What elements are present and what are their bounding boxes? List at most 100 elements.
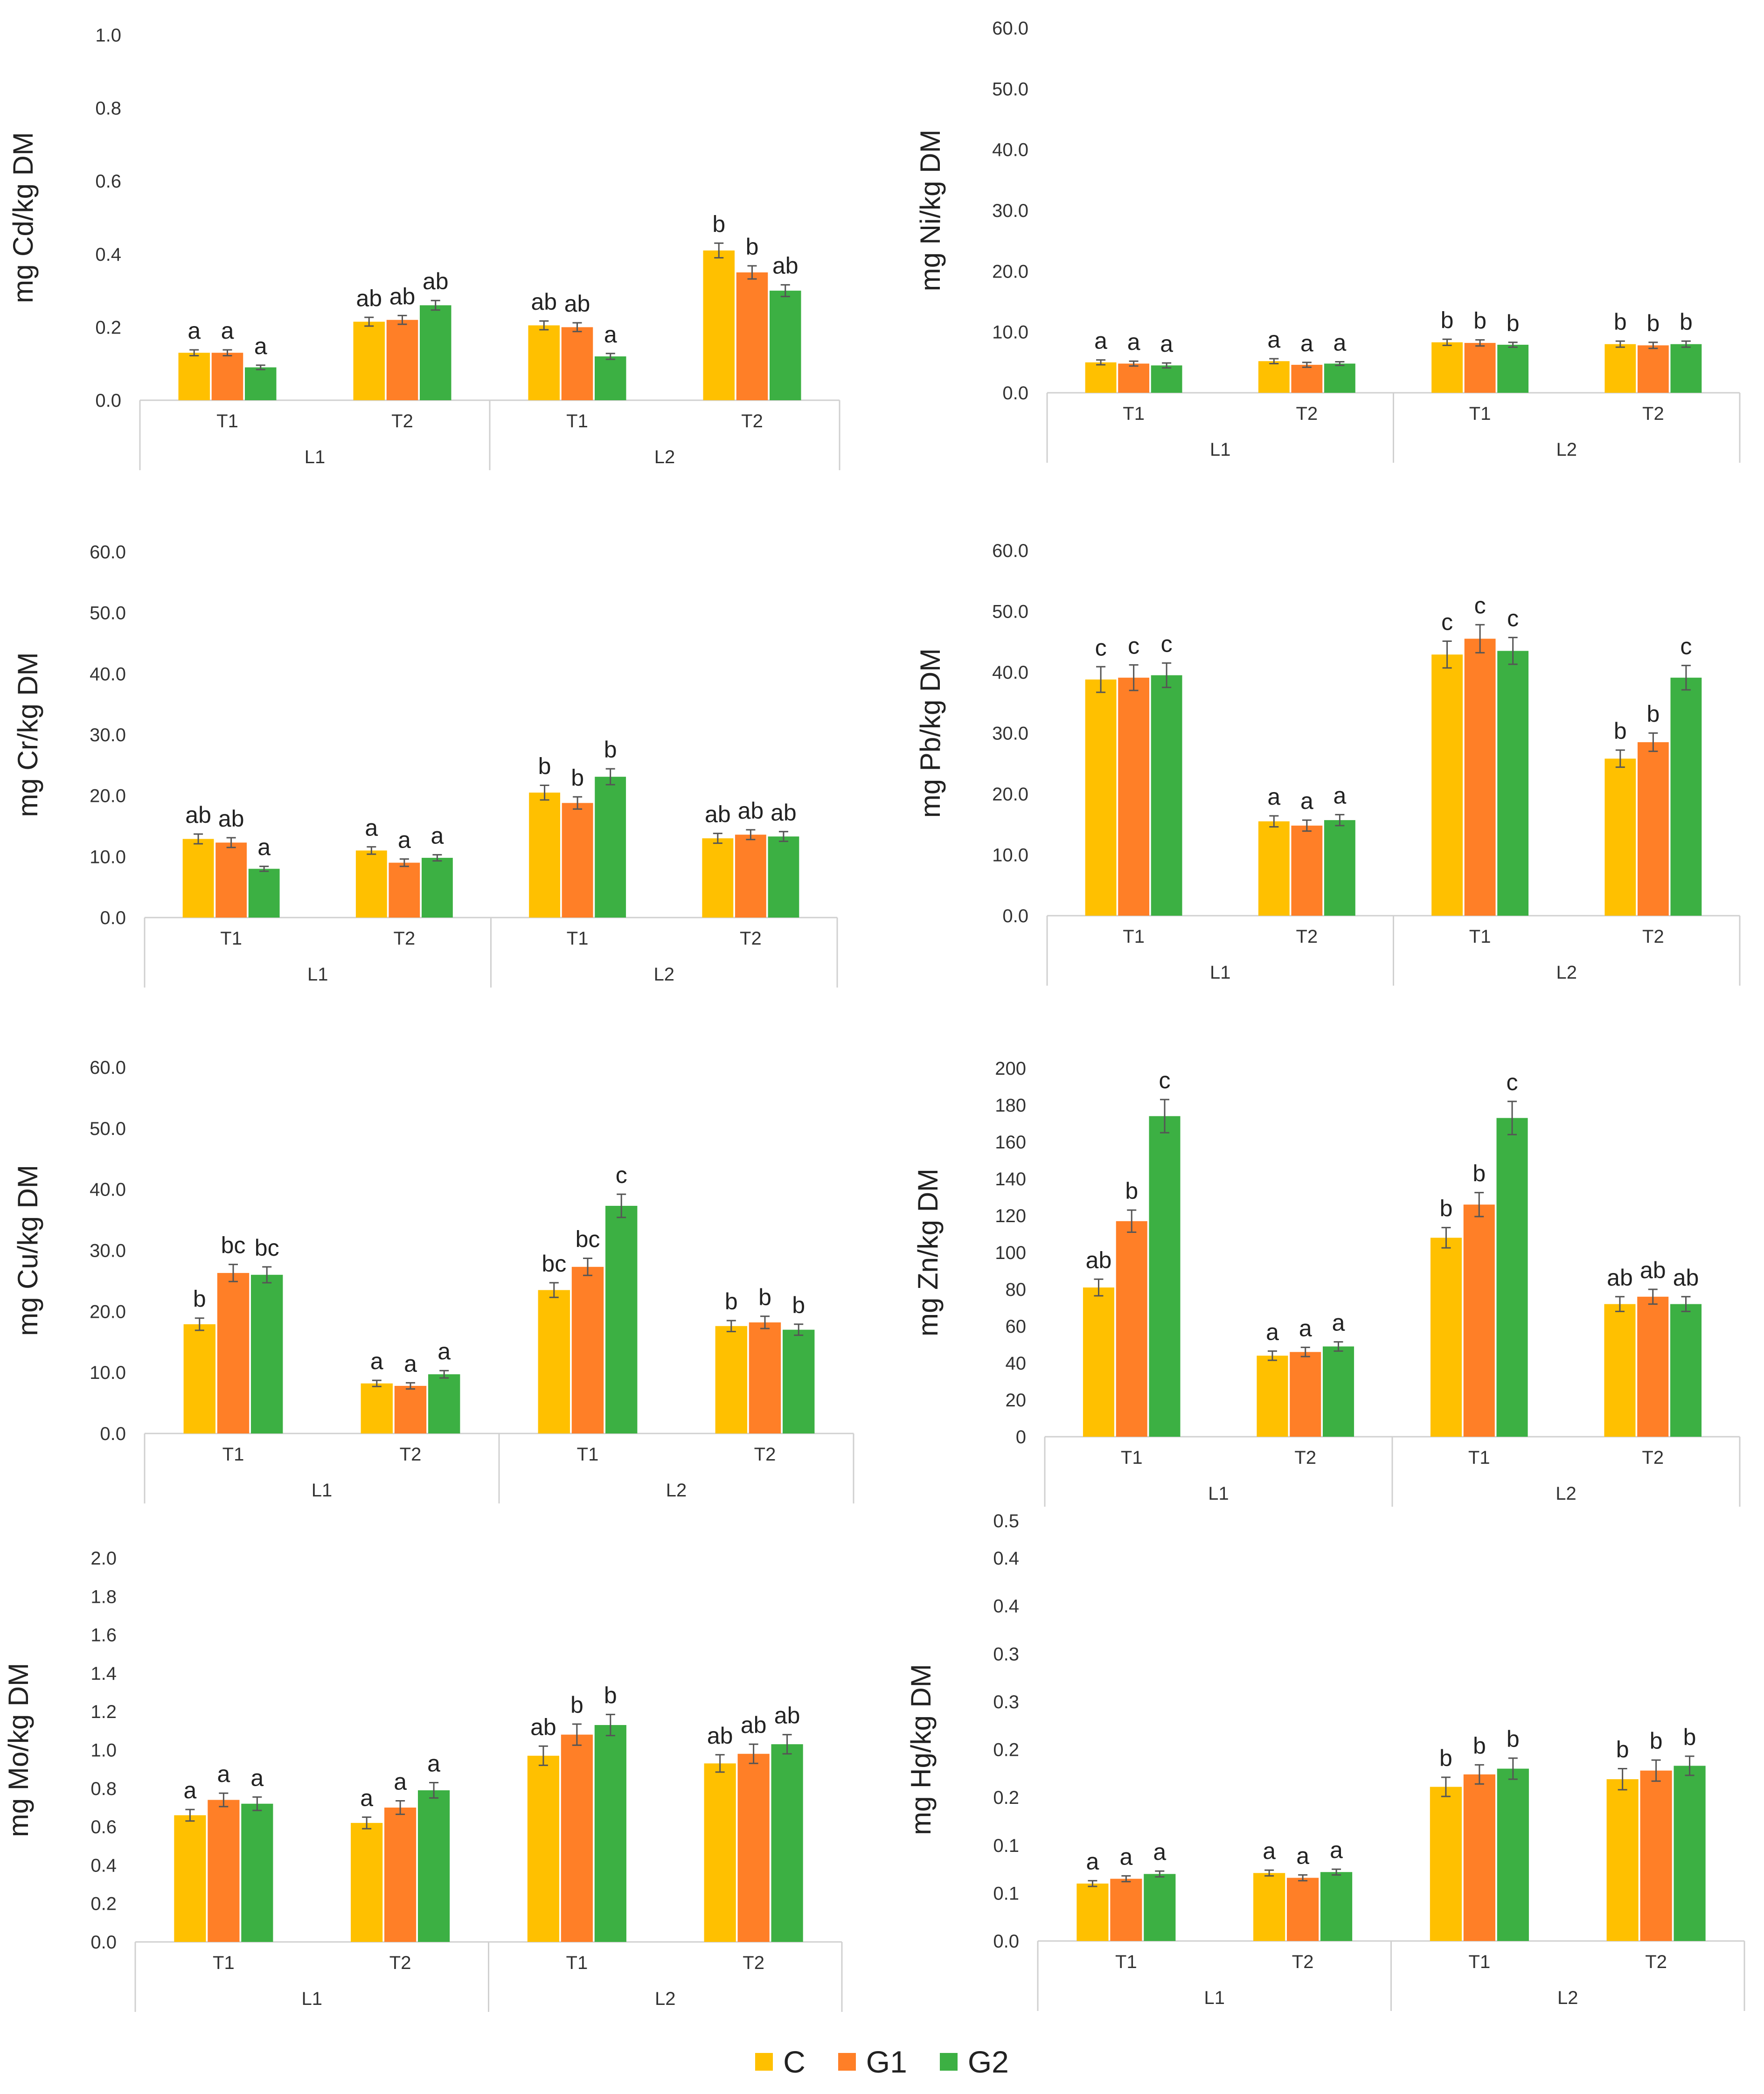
y-tick-label: 0.4 [95, 244, 121, 265]
legend-item-g2: G2 [939, 2044, 1009, 2080]
significance-letter: b [1472, 1161, 1486, 1187]
significance-letter: a [1267, 327, 1280, 353]
bar-g2 [1151, 365, 1182, 393]
significance-letter: a [1094, 328, 1107, 354]
bar-g2 [420, 305, 451, 400]
significance-letter: a [370, 1348, 383, 1374]
bar-g2 [1324, 820, 1355, 916]
significance-letter: a [254, 333, 267, 359]
bar-g1 [735, 835, 766, 918]
bar-c [1085, 362, 1117, 393]
bar-c [174, 1815, 206, 1942]
x-tick-label: T1 [577, 1444, 599, 1465]
y-tick-label: 50.0 [90, 603, 126, 624]
bar-g1 [217, 1273, 250, 1433]
y-tick-label: 1.2 [90, 1702, 117, 1722]
bar-g2 [1497, 1768, 1529, 1941]
bar-g2 [770, 291, 801, 400]
significance-letter: b [1441, 307, 1454, 333]
significance-letter: b [193, 1286, 206, 1312]
bar-g1 [1118, 677, 1150, 916]
legend-label-g1: G1 [866, 2045, 907, 2079]
y-tick-label: 100 [995, 1243, 1026, 1263]
significance-letter: ab [738, 798, 764, 824]
bar-c [178, 353, 210, 400]
significance-letter: a [1119, 1844, 1132, 1870]
bar-g2 [1323, 1346, 1354, 1437]
significance-letter: a [250, 1765, 264, 1791]
significance-letter: c [1159, 1067, 1171, 1093]
bar-g2 [1151, 675, 1182, 916]
bar-c [355, 850, 387, 918]
bar-g2 [428, 1374, 460, 1433]
significance-letter: a [1086, 1849, 1099, 1875]
significance-letter: ab [185, 802, 211, 828]
y-tick-label: 1.0 [90, 1740, 117, 1761]
bar-g2 [1670, 677, 1702, 916]
bar-c [361, 1383, 393, 1433]
x-tick-label: T2 [1296, 403, 1318, 424]
y-tick-label: 0.0 [1002, 906, 1028, 926]
x-tick-label: T2 [1296, 926, 1318, 947]
y-tick-label: 10.0 [992, 845, 1028, 866]
y-tick-label: 20.0 [90, 786, 126, 807]
significance-letter: b [604, 1682, 617, 1708]
y-tick-label: 0.6 [90, 1817, 117, 1837]
bar-c [1430, 1787, 1462, 1941]
y-tick-label: 1.8 [90, 1586, 117, 1607]
y-tick-label: 50.0 [992, 602, 1028, 622]
significance-letter: b [1507, 310, 1520, 336]
y-tick-label: 40.0 [992, 140, 1028, 160]
group-label: L2 [654, 964, 675, 985]
x-tick-label: T1 [1469, 1952, 1491, 1972]
group-label: L1 [312, 1480, 333, 1501]
y-tick-label: 200 [995, 1058, 1026, 1079]
x-tick-label: T2 [1292, 1952, 1314, 1972]
y-tick-label: 30.0 [90, 1241, 126, 1261]
y-tick-label: 2.0 [90, 1548, 117, 1569]
bar-c [529, 793, 560, 918]
significance-letter: a [394, 1769, 407, 1795]
bar-g2 [1497, 651, 1529, 916]
bar-g1 [1290, 1352, 1321, 1437]
y-tick-label: 180 [995, 1095, 1026, 1116]
group-label: L2 [1557, 1988, 1578, 2008]
significance-letter: a [1267, 784, 1280, 810]
y-tick-label: 140 [995, 1169, 1026, 1190]
significance-letter: ab [707, 1723, 733, 1749]
significance-letter: b [1650, 1728, 1663, 1754]
y-tick-label: 10.0 [90, 1363, 126, 1383]
x-tick-label: T1 [1468, 1447, 1490, 1468]
significance-letter: a [427, 1750, 440, 1776]
bar-g1 [1464, 343, 1496, 393]
bar-g2 [418, 1790, 450, 1942]
significance-letter: b [1646, 310, 1660, 336]
y-axis-label: mg Cr/kg DM [12, 652, 43, 817]
significance-letter: a [1296, 1843, 1309, 1869]
bar-c [702, 838, 734, 918]
bar-g1 [562, 803, 593, 918]
y-tick-label: 0.2 [993, 1740, 1019, 1760]
group-label: L2 [655, 1989, 676, 2009]
significance-letter: c [1441, 609, 1453, 635]
x-tick-label: T1 [1469, 926, 1491, 947]
bar-c [183, 1324, 215, 1433]
x-tick-label: T1 [1123, 403, 1145, 424]
group-label: L2 [1556, 439, 1577, 460]
significance-letter: a [1127, 329, 1140, 355]
bar-g1 [389, 863, 420, 918]
bar-g2 [1320, 1872, 1353, 1941]
significance-letter: a [1160, 331, 1173, 357]
significance-letter: b [1616, 1737, 1629, 1763]
bar-g1 [1291, 365, 1323, 393]
significance-letter: c [1474, 592, 1486, 619]
chart-mo: 0.0 0.2 0.4 0.6 0.8 1.0 1.2 1.4 1.6 1.8 2.0 mg Mo/k… [3, 1548, 843, 2012]
significance-letter: bc [542, 1251, 566, 1277]
significance-letter: a [1300, 788, 1313, 814]
significance-letter: b [1614, 718, 1627, 744]
bar-g1 [1463, 1774, 1495, 1941]
bar-c [1431, 654, 1463, 916]
x-tick-label: T1 [566, 411, 588, 431]
bar-c [1606, 1779, 1639, 1941]
bar-c [538, 1290, 570, 1433]
